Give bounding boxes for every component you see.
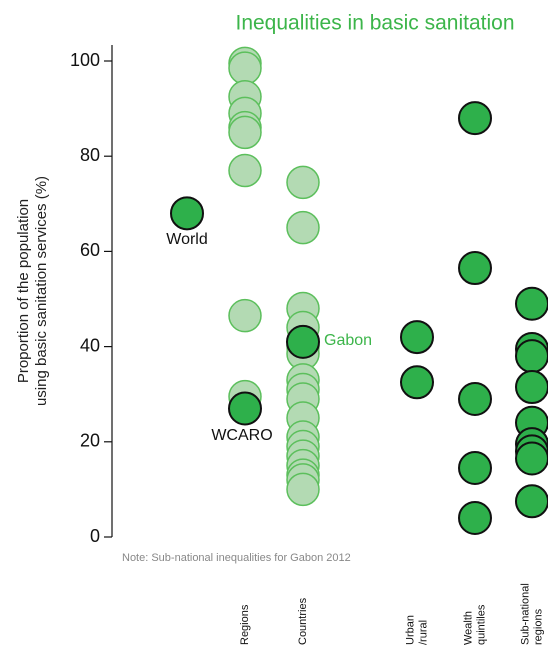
point [515, 370, 548, 405]
point [458, 500, 492, 535]
point [458, 450, 492, 485]
y-tick-label: 0 [90, 526, 100, 546]
x-tick-label: Countries [297, 597, 309, 645]
chart-title: Inequalities in basic sanitation [235, 12, 514, 35]
x-tick-label: Wealthquintiles [462, 604, 487, 645]
x-tick-label: Regions [239, 604, 251, 645]
point [515, 286, 548, 321]
y-tick-label: 60 [80, 240, 100, 260]
point [228, 391, 262, 426]
y-tick-label: 40 [80, 335, 100, 355]
point [458, 101, 492, 136]
point [400, 365, 434, 400]
x-tick-label: Sub-nationalregions [519, 583, 544, 645]
point [228, 115, 262, 150]
y-tick-label: 20 [80, 431, 100, 451]
point [228, 298, 262, 333]
point [286, 472, 320, 507]
point [515, 339, 548, 374]
y-tick-label: 100 [70, 50, 100, 70]
point [400, 320, 434, 355]
annotation: Gabon [324, 332, 372, 349]
y-axis-label: Proportion of the population [15, 199, 32, 383]
x-tick-label: Urban/rural [404, 615, 429, 645]
point [170, 196, 204, 231]
point [286, 210, 320, 245]
annotation: WCARO [211, 427, 272, 444]
y-tick-label: 80 [80, 145, 100, 165]
y-axis-label: using basic sanitation services (%) [33, 176, 50, 406]
point [515, 484, 548, 519]
point [286, 324, 320, 359]
note: Note: Sub-national inequalities for Gabo… [122, 552, 351, 564]
point [458, 251, 492, 286]
point [458, 381, 492, 416]
point [228, 51, 262, 85]
point [228, 153, 262, 188]
point [286, 165, 320, 200]
point [515, 441, 548, 476]
annotation: World [166, 231, 208, 248]
